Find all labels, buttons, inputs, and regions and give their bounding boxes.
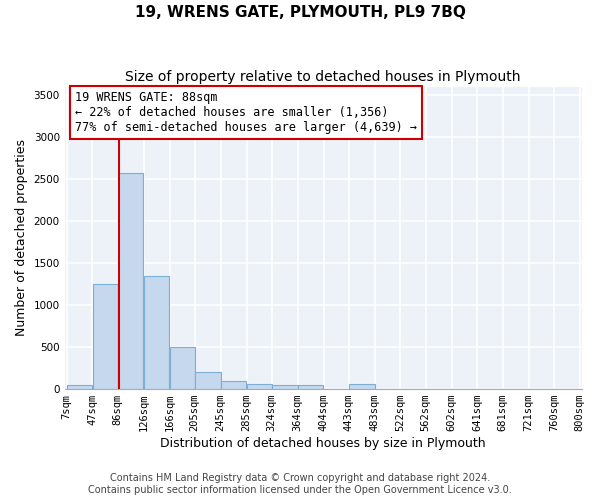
Bar [221, 380, 247, 389]
Bar [92, 284, 118, 389]
Bar [170, 347, 194, 389]
Bar [67, 385, 92, 389]
Y-axis label: Number of detached properties: Number of detached properties [15, 140, 28, 336]
Bar [144, 276, 169, 389]
Text: 19, WRENS GATE, PLYMOUTH, PL9 7BQ: 19, WRENS GATE, PLYMOUTH, PL9 7BQ [134, 5, 466, 20]
Bar [349, 384, 374, 389]
Text: 19 WRENS GATE: 88sqm
← 22% of detached houses are smaller (1,356)
77% of semi-de: 19 WRENS GATE: 88sqm ← 22% of detached h… [75, 91, 417, 134]
Bar [247, 384, 272, 389]
Bar [298, 386, 323, 389]
Title: Size of property relative to detached houses in Plymouth: Size of property relative to detached ho… [125, 70, 521, 84]
Text: Contains HM Land Registry data © Crown copyright and database right 2024.
Contai: Contains HM Land Registry data © Crown c… [88, 474, 512, 495]
Bar [272, 386, 298, 389]
Bar [195, 372, 221, 389]
X-axis label: Distribution of detached houses by size in Plymouth: Distribution of detached houses by size … [160, 437, 486, 450]
Bar [118, 173, 143, 389]
